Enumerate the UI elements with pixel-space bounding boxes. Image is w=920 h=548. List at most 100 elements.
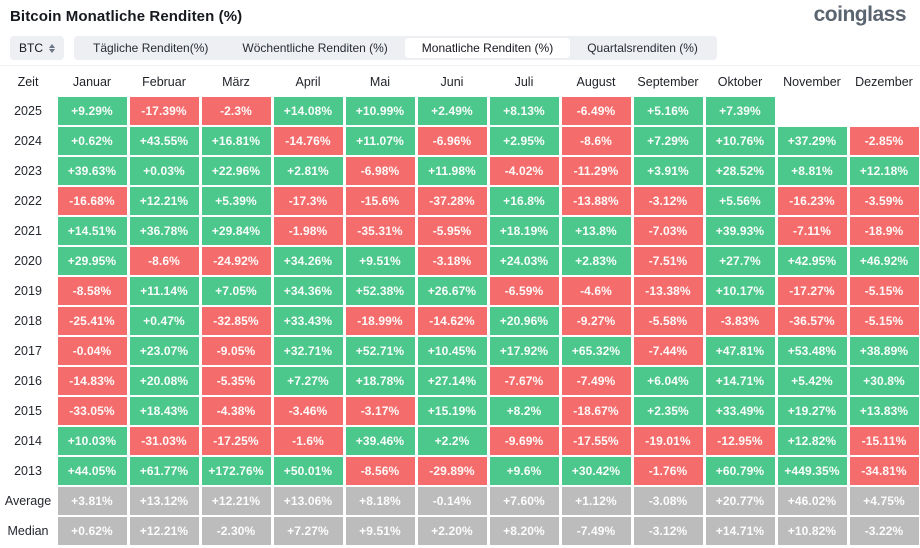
return-cell: -3.83% xyxy=(705,307,775,335)
return-cell: +39.93% xyxy=(705,217,775,245)
return-cell: +12.21% xyxy=(201,487,271,515)
return-cell: -2.30% xyxy=(201,517,271,545)
return-cell: +52.71% xyxy=(345,337,415,365)
return-cell: -5.95% xyxy=(417,217,487,245)
return-cell: +32.71% xyxy=(273,337,343,365)
return-cell: +13.8% xyxy=(561,217,631,245)
return-cell: -1.6% xyxy=(273,427,343,455)
returns-tab-group: Tägliche Renditen(%) Wöchentliche Rendite… xyxy=(74,36,717,60)
return-cell: +53.48% xyxy=(777,337,847,365)
tab-4[interactable]: Quartalsrenditen (%) xyxy=(570,38,715,58)
column-header: November xyxy=(783,74,841,89)
return-cell: +172.76% xyxy=(201,457,271,485)
table-row: 2017 -0.04% +23.07% -9.05% +32.71% +52.71% +10… xyxy=(0,336,920,366)
return-cell: +8.20% xyxy=(489,517,559,545)
return-cell: -5.35% xyxy=(201,367,271,395)
return-cell: +30.42% xyxy=(561,457,631,485)
return-cell: -16.68% xyxy=(57,187,127,215)
return-cell: +33.49% xyxy=(705,397,775,425)
return-cell: -17.39% xyxy=(129,97,199,125)
return-cell: +5.39% xyxy=(201,187,271,215)
return-cell: +20.08% xyxy=(129,367,199,395)
return-cell: +8.2% xyxy=(489,397,559,425)
return-cell: -4.38% xyxy=(201,397,271,425)
return-cell: +10.76% xyxy=(705,127,775,155)
return-cell: -34.81% xyxy=(849,457,919,485)
column-header: Januar xyxy=(72,74,112,89)
return-cell: -17.27% xyxy=(777,277,847,305)
return-cell: -3.59% xyxy=(849,187,919,215)
tab-1[interactable]: Tägliche Renditen(%) xyxy=(76,38,225,58)
return-cell: -18.99% xyxy=(345,307,415,335)
return-cell: +47.81% xyxy=(705,337,775,365)
tab-2[interactable]: Wöchentliche Renditen (%) xyxy=(225,38,404,58)
tab-3[interactable]: Monatliche Renditen (%) xyxy=(404,38,571,58)
return-cell: -7.44% xyxy=(633,337,703,365)
return-cell: -5.58% xyxy=(633,307,703,335)
return-cell: +12.18% xyxy=(849,157,919,185)
table-row: 2018 -25.41% +0.47% -32.85% +33.43% -18.99% -1… xyxy=(0,306,920,336)
row-label: 2024 xyxy=(14,134,42,148)
table-row: 2020 +29.95% -8.6% -24.92% +34.26% +9.51% -3.1… xyxy=(0,246,920,276)
return-cell: +11.07% xyxy=(345,127,415,155)
row-label: Average xyxy=(4,494,52,508)
return-cell: +18.19% xyxy=(489,217,559,245)
return-cell: +2.83% xyxy=(561,247,631,275)
return-cell: +34.26% xyxy=(273,247,343,275)
return-cell: -17.3% xyxy=(273,187,343,215)
symbol-selector[interactable]: BTC xyxy=(10,36,64,60)
return-cell: -7.67% xyxy=(489,367,559,395)
return-cell: +3.91% xyxy=(633,157,703,185)
return-cell: -1.98% xyxy=(273,217,343,245)
table-row: 2014 +10.03% -31.03% -17.25% -1.6% +39.46% +2.… xyxy=(0,426,920,456)
summary-row: Median +0.62% +12.21% -2.30% +7.27% +9.51% +2.… xyxy=(0,516,920,546)
return-cell: -29.89% xyxy=(417,457,487,485)
return-cell: -5.15% xyxy=(849,307,919,335)
return-cell: +5.16% xyxy=(633,97,703,125)
return-cell xyxy=(850,97,919,125)
column-header: Juni xyxy=(440,74,464,89)
return-cell: +2.81% xyxy=(273,157,343,185)
return-cell: -17.55% xyxy=(561,427,631,455)
return-cell: +20.96% xyxy=(489,307,559,335)
return-cell: -3.46% xyxy=(273,397,343,425)
return-cell: +7.39% xyxy=(705,97,775,125)
row-label: 2013 xyxy=(14,464,42,478)
return-cell: -9.05% xyxy=(201,337,271,365)
return-cell: +22.96% xyxy=(201,157,271,185)
return-cell: +11.14% xyxy=(129,277,199,305)
return-cell: -7.03% xyxy=(633,217,703,245)
return-cell: +37.29% xyxy=(777,127,847,155)
table-row: 2025 +9.29% -17.39% -2.3% +14.08% +10.99% +2.4… xyxy=(0,96,920,126)
return-cell: +6.04% xyxy=(633,367,703,395)
return-cell: +7.05% xyxy=(201,277,271,305)
return-cell: +23.07% xyxy=(129,337,199,365)
row-label: 2020 xyxy=(14,254,42,268)
column-header: Juli xyxy=(514,74,534,89)
return-cell: -7.51% xyxy=(633,247,703,275)
time-column-header: Zeit xyxy=(17,74,39,89)
return-cell: -36.57% xyxy=(777,307,847,335)
return-cell: +26.67% xyxy=(417,277,487,305)
return-cell: +52.38% xyxy=(345,277,415,305)
table-row: 2022 -16.68% +12.21% +5.39% -17.3% -15.6% -37.… xyxy=(0,186,920,216)
return-cell: -25.41% xyxy=(57,307,127,335)
return-cell: +5.42% xyxy=(777,367,847,395)
return-cell: +0.62% xyxy=(57,127,127,155)
return-cell: +61.77% xyxy=(129,457,199,485)
return-cell: +7.27% xyxy=(273,367,343,395)
row-label: 2018 xyxy=(14,314,42,328)
return-cell: +39.46% xyxy=(345,427,415,455)
return-cell: +50.01% xyxy=(273,457,343,485)
return-cell: -3.08% xyxy=(633,487,703,515)
table-row: 2016 -14.83% +20.08% -5.35% +7.27% +18.78% +27… xyxy=(0,366,920,396)
toolbar: BTC Tägliche Renditen(%) Wöchentliche Ren… xyxy=(0,32,920,60)
column-header: Oktober xyxy=(717,74,763,89)
return-cell: -3.18% xyxy=(417,247,487,275)
return-cell: +14.51% xyxy=(57,217,127,245)
row-label: Median xyxy=(7,524,49,538)
return-cell: -13.38% xyxy=(633,277,703,305)
return-cell: -7.49% xyxy=(561,367,631,395)
return-cell: +0.47% xyxy=(129,307,199,335)
return-cell: +15.19% xyxy=(417,397,487,425)
